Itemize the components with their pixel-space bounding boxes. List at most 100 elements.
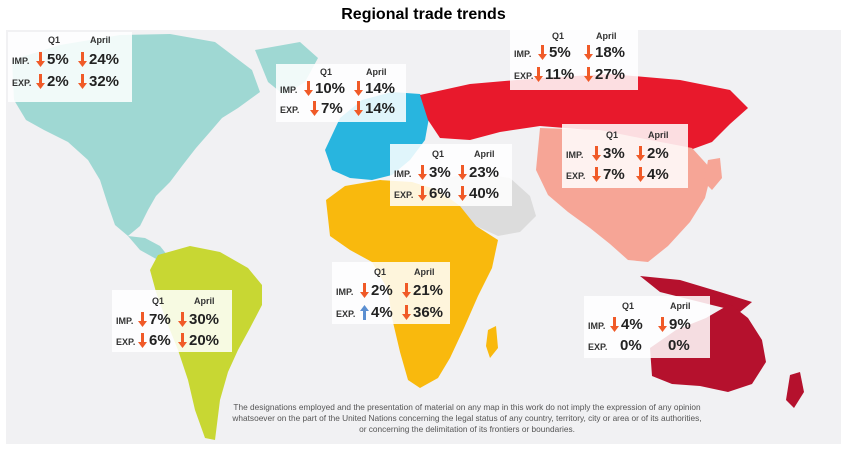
arrow-icon (534, 67, 543, 82)
imp-april-value: 21% (402, 282, 443, 299)
exp-april-value: 36% (402, 304, 443, 321)
value-text: 14% (365, 100, 396, 117)
imp-label: IMP. (394, 169, 412, 179)
region-japan (704, 158, 722, 190)
imp-label: IMP. (588, 321, 606, 331)
april-header: April (90, 35, 111, 45)
exp-april-value: 27% (584, 66, 625, 83)
value-text: 4% (621, 316, 643, 333)
value-text: 18% (595, 44, 626, 61)
q1-header: Q1 (48, 35, 61, 45)
trade-box-middle-east: Q1 April IMP. EXP. 3% 23% 6% 40% (390, 144, 512, 206)
q1-header: Q1 (320, 67, 333, 77)
arrow-icon (610, 317, 619, 332)
value-text: 10% (315, 80, 346, 97)
imp-q1-value: 4% (610, 316, 643, 333)
imp-q1-value: 7% (138, 311, 171, 328)
value-text: 24% (89, 51, 120, 68)
arrow-icon (636, 167, 645, 182)
map-title: Regional trade trends (341, 6, 506, 23)
arrow-icon (138, 312, 147, 327)
region-new-zealand (786, 372, 804, 408)
imp-label: IMP. (116, 316, 134, 326)
exp-label: EXP. (588, 342, 608, 352)
exp-april-value: 20% (178, 332, 219, 349)
arrow-icon (584, 67, 593, 82)
exp-q1-value: 4% (360, 304, 393, 321)
exp-april-value: 40% (458, 185, 499, 202)
exp-q1-value: 6% (418, 185, 451, 202)
arrow-icon (178, 333, 187, 348)
exp-april-value: 32% (78, 73, 119, 90)
imp-q1-value: 3% (592, 145, 625, 162)
imp-april-value: 23% (458, 164, 499, 181)
value-text: 7% (149, 311, 171, 328)
april-header: April (414, 267, 435, 277)
exp-q1-value: 7% (592, 166, 625, 183)
value-text: 4% (647, 166, 669, 183)
value-text: 20% (189, 332, 220, 349)
q1-header: Q1 (374, 267, 387, 277)
april-header: April (670, 301, 691, 311)
value-text: 2% (47, 73, 69, 90)
arrow-icon (458, 186, 467, 201)
value-text: 7% (603, 166, 625, 183)
imp-label: IMP. (12, 56, 30, 66)
disclaimer-text: The designations employed and the presen… (232, 402, 702, 434)
arrow-icon (584, 45, 593, 60)
imp-april-value: 9% (658, 316, 691, 333)
april-header: April (366, 67, 387, 77)
april-header: April (648, 130, 669, 140)
exp-label: EXP. (116, 337, 136, 347)
value-text: 3% (603, 145, 625, 162)
exp-q1-value: 11% (534, 66, 574, 83)
arrow-icon (360, 283, 369, 298)
exp-label: EXP. (280, 105, 300, 115)
arrow-icon (78, 74, 87, 89)
value-text: 5% (549, 44, 571, 61)
arrow-icon (354, 101, 363, 116)
q1-header: Q1 (432, 149, 445, 159)
arrow-icon (592, 167, 601, 182)
exp-label: EXP. (336, 309, 356, 319)
exp-label: EXP. (12, 78, 32, 88)
arrow-icon (402, 283, 411, 298)
value-text: 32% (89, 73, 120, 90)
arrow-icon (636, 146, 645, 161)
trade-box-cis: Q1 April IMP. EXP. 5% 18% 11% 27% (510, 28, 638, 90)
arrow-icon (592, 146, 601, 161)
imp-q1-value: 5% (36, 51, 69, 68)
exp-label: EXP. (566, 171, 586, 181)
value-text: 6% (429, 185, 451, 202)
value-text: 30% (189, 311, 220, 328)
arrow-icon (360, 305, 369, 320)
value-text: 9% (669, 316, 691, 333)
value-text: 4% (371, 304, 393, 321)
arrow-icon (36, 74, 45, 89)
arrow-icon (138, 333, 147, 348)
arrow-icon (538, 45, 547, 60)
exp-q1-value: 2% (36, 73, 69, 90)
exp-april-value: 4% (636, 166, 669, 183)
exp-q1-value: 7% (310, 100, 343, 117)
trade-box-oceania: Q1 April IMP. EXP. 4% 9% 0% 0% (584, 296, 710, 358)
value-text: 6% (149, 332, 171, 349)
q1-header: Q1 (552, 31, 565, 41)
exp-q1-value: 6% (138, 332, 171, 349)
april-header: April (474, 149, 495, 159)
arrow-icon (402, 305, 411, 320)
q1-header: Q1 (622, 301, 635, 311)
value-text: 7% (321, 100, 343, 117)
value-text: 40% (469, 185, 500, 202)
imp-q1-value: 2% (360, 282, 393, 299)
imp-q1-value: 3% (418, 164, 451, 181)
arrow-icon (354, 81, 363, 96)
value-text: 3% (429, 164, 451, 181)
april-header: April (596, 31, 617, 41)
region-indonesia (640, 276, 752, 312)
imp-label: IMP. (280, 85, 298, 95)
exp-q1-value: 0% (620, 337, 642, 354)
value-text: 21% (413, 282, 444, 299)
region-central-america (128, 236, 168, 260)
exp-april-value: 14% (354, 100, 395, 117)
